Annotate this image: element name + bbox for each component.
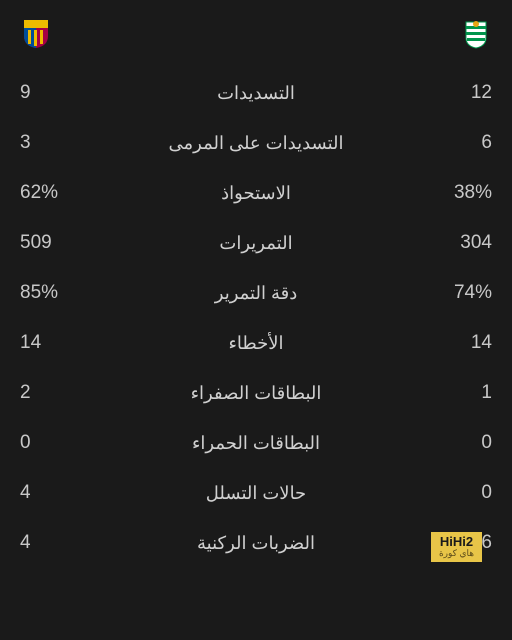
stat-label: التمريرات xyxy=(80,233,432,254)
stat-value-left: 9 xyxy=(20,82,80,104)
stat-value-right: 12 xyxy=(432,82,492,104)
stat-label: البطاقات الحمراء xyxy=(80,433,432,454)
stat-value-left: 4 xyxy=(20,482,80,504)
stat-row: 0 البطاقات الحمراء 0 xyxy=(20,418,492,468)
stat-label: البطاقات الصفراء xyxy=(80,383,432,404)
barcelona-crest-icon xyxy=(20,18,52,50)
stat-row: 4 الضربات الركنية 6 xyxy=(20,518,492,568)
stat-label: الأخطاء xyxy=(80,333,432,354)
stat-row: 85% دقة التمرير 74% xyxy=(20,268,492,318)
betis-crest-icon xyxy=(460,18,492,50)
stat-label: الضربات الركنية xyxy=(80,533,432,554)
stat-label: الاستحواذ xyxy=(80,183,432,204)
stat-value-right: 14 xyxy=(432,332,492,354)
stat-value-left: 14 xyxy=(20,332,80,354)
stat-value-left: 4 xyxy=(20,532,80,554)
stat-row: 9 التسديدات 12 xyxy=(20,68,492,118)
stat-value-left: 62% xyxy=(20,182,80,204)
stat-value-right: 6 xyxy=(432,132,492,154)
watermark-subtitle: هاي كورة xyxy=(439,549,474,559)
stat-label: التسديدات xyxy=(80,83,432,104)
stat-value-left: 2 xyxy=(20,382,80,404)
stat-label: دقة التمرير xyxy=(80,283,432,304)
stat-value-right: 1 xyxy=(432,382,492,404)
stat-value-left: 85% xyxy=(20,282,80,304)
stat-value-right: 304 xyxy=(432,232,492,254)
stat-value-right: 74% xyxy=(432,282,492,304)
stat-value-right: 38% xyxy=(432,182,492,204)
stat-value-right: 0 xyxy=(432,432,492,454)
stat-row: 2 البطاقات الصفراء 1 xyxy=(20,368,492,418)
stat-label: حالات التسلل xyxy=(80,483,432,504)
stat-value-right: 0 xyxy=(432,482,492,504)
watermark-badge: HiHi2 هاي كورة xyxy=(431,532,482,562)
stats-table: 9 التسديدات 12 3 التسديدات على المرمى 6 … xyxy=(0,68,512,568)
watermark-title: HiHi2 xyxy=(439,535,474,549)
stat-row: 62% الاستحواذ 38% xyxy=(20,168,492,218)
team-crest-left xyxy=(20,18,52,50)
stat-row: 4 حالات التسلل 0 xyxy=(20,468,492,518)
stat-label: التسديدات على المرمى xyxy=(80,133,432,154)
team-crest-right xyxy=(460,18,492,50)
stat-row: 3 التسديدات على المرمى 6 xyxy=(20,118,492,168)
stat-value-left: 509 xyxy=(20,232,80,254)
stat-row: 509 التمريرات 304 xyxy=(20,218,492,268)
stat-row: 14 الأخطاء 14 xyxy=(20,318,492,368)
stat-value-left: 3 xyxy=(20,132,80,154)
stat-value-left: 0 xyxy=(20,432,80,454)
stats-header xyxy=(0,0,512,68)
